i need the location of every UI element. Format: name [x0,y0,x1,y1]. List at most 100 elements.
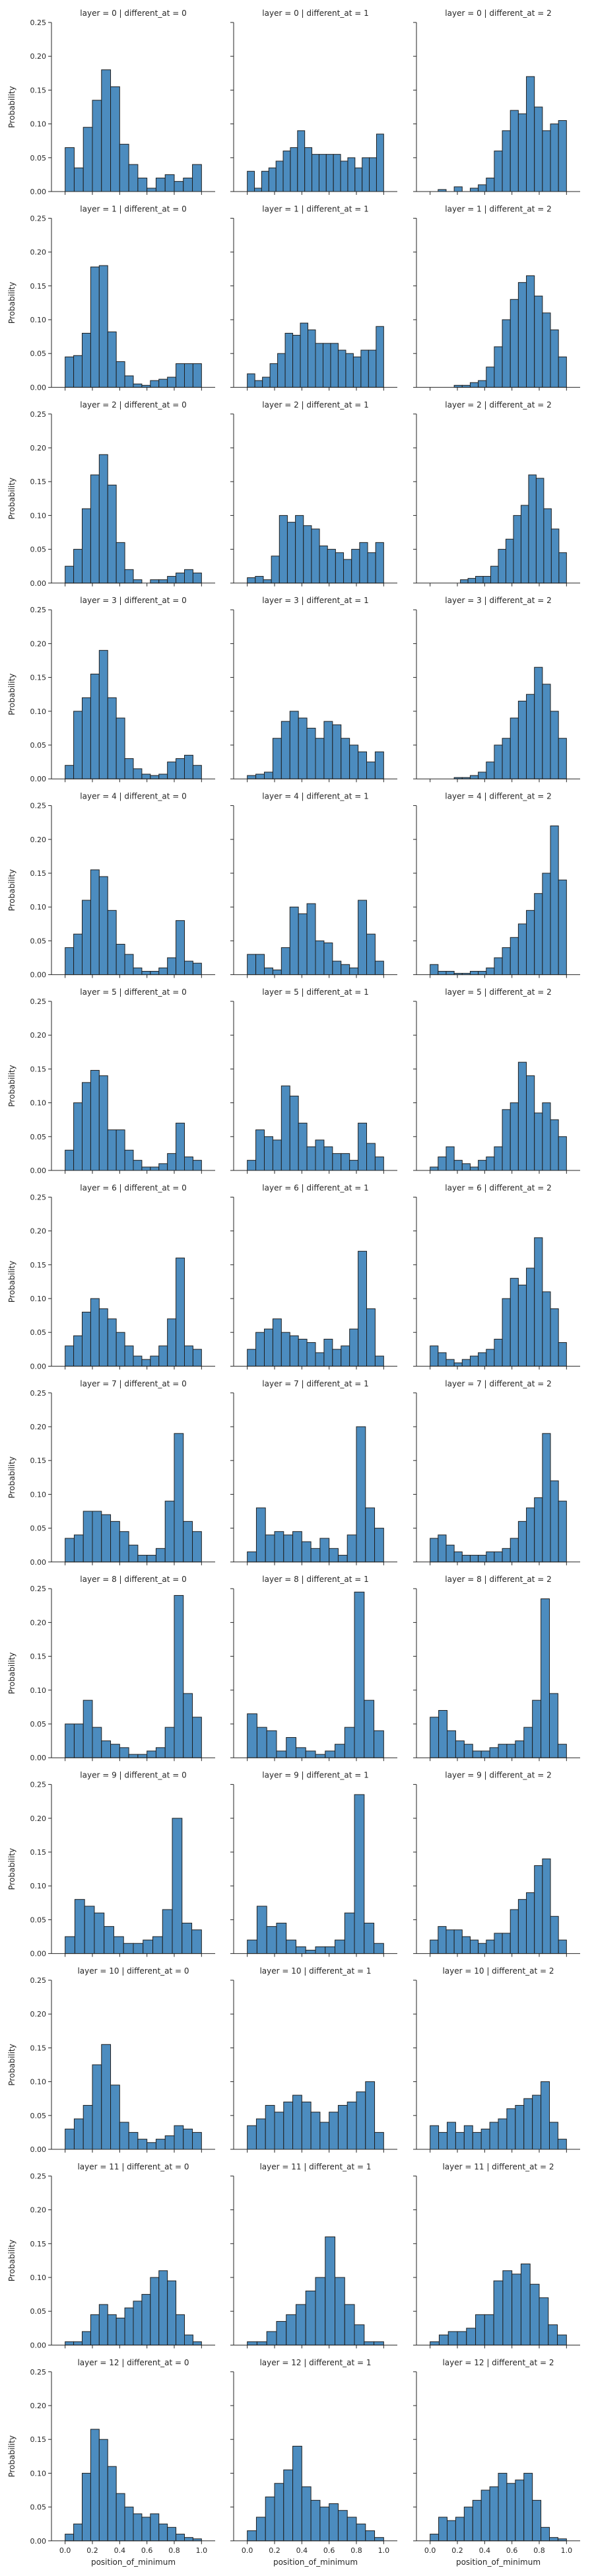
histogram-bar [315,940,325,976]
histogram-bar [298,717,308,779]
y-axis-label: Probability [7,1456,16,1498]
histogram-bar [255,2517,266,2542]
histogram-bar [265,1534,275,1563]
histogram-bar [124,758,134,779]
histogram-bar [92,1727,102,1758]
histogram-bar [283,2101,294,2150]
histogram-bar [341,964,350,976]
y-axis-label: Probability [7,2044,16,2085]
histogram-bar [306,903,316,976]
histogram-bar [183,1521,193,1563]
y-tick-label: 0.15 [30,2044,47,2052]
facet-title: layer = 6 | different_at = 2 [445,1183,551,1192]
facet-panel: layer = 4 | different_at = 0 0.00 0.05 0.10… [7,792,215,980]
histogram-bar [478,1160,487,1171]
histogram-bar [472,2499,482,2542]
histogram-bar [447,1730,456,1758]
histogram-bar [502,1548,511,1563]
histogram-bar [532,1699,542,1758]
histogram-bar [301,2101,312,2150]
histogram-bar [150,579,160,584]
x-tick-label: 0.0 [59,2546,71,2555]
y-tick-label: 0.00 [30,775,47,783]
histogram-bar [337,349,346,388]
y-tick-label: 0.05 [30,2112,47,2120]
histogram-bar [478,1352,487,1367]
histogram-bar [469,1939,479,1954]
histogram-bar [335,2277,345,2345]
histogram-bar [517,923,527,976]
histogram-bar [82,2331,91,2345]
histogram-bar [298,913,308,976]
histogram-bar [517,700,527,779]
histogram-bar [446,970,455,976]
histogram-bar [98,2304,108,2345]
histogram-bar [550,528,560,584]
histogram-bar [461,1359,471,1367]
histogram-bar [502,1109,511,1171]
histogram-bar [247,170,255,192]
histogram-bar [558,1342,567,1367]
histogram-bar [346,2101,357,2150]
histogram-bar [176,1122,185,1171]
y-tick-label: 0.05 [30,741,47,750]
histogram-bar [329,1548,339,1563]
histogram-bar [461,1555,471,1563]
histogram-bar [176,1258,185,1367]
histogram-bar [510,299,519,388]
histogram-bar [128,164,139,192]
histogram-bar [247,1160,257,1171]
y-tick-label: 0.05 [30,937,47,945]
histogram-bar [65,356,75,388]
facet-panel: layer = 5 | different_at = 0 0.00 0.05 0.10… [7,987,215,1175]
histogram-bar [158,579,168,584]
histogram-bar [369,157,377,192]
histogram-bar [478,184,487,192]
histogram-bar [517,1285,527,1367]
histogram-bar [128,2131,139,2150]
histogram-bar [478,1943,487,1954]
histogram-bar [534,1497,543,1563]
x-tick-label: 0.2 [451,2546,463,2555]
histogram-bar [337,2104,348,2150]
y-tick-label: 0.10 [30,1882,47,1890]
y-tick-label: 0.00 [30,1558,47,1567]
histogram-bar [520,2264,531,2345]
facet-panel: layer = 7 | different_at = 0 0.00 0.05 0.10… [7,1379,215,1567]
histogram-bar [65,565,75,584]
histogram-bar [141,1359,151,1367]
histogram-bar [284,332,294,388]
histogram-bar [119,143,129,192]
histogram-bar [319,1538,330,1563]
histogram-bar [167,1318,177,1367]
histogram-bar [322,343,331,388]
histogram-bar [493,2280,504,2345]
histogram-bar [82,1311,91,1367]
histogram-bar [264,1136,273,1171]
y-tick-label: 0.25 [30,606,47,614]
histogram-bar [356,1426,366,1563]
histogram-bar [82,1082,91,1171]
facet-panel: layer = 3 | different_at = 0 0.00 0.05 0.10… [7,596,215,783]
histogram-bar [65,1936,75,1954]
histogram-bar [515,2480,525,2542]
x-tick-label: 0.2 [269,2546,280,2555]
histogram-bar [305,2290,316,2345]
histogram-bar [176,363,185,388]
histogram-bar [247,373,255,388]
histogram-bar [430,964,439,976]
y-tick-label: 0.10 [30,1686,47,1695]
histogram-bar [90,474,100,584]
histogram-bar [319,2122,330,2150]
histogram-bar [332,1153,342,1171]
histogram-bar [469,188,479,192]
y-tick-label: 0.25 [30,1781,47,1789]
y-tick-label: 0.25 [30,214,47,223]
histogram-bar [315,1754,326,1758]
histogram-bar [174,2125,184,2150]
y-tick-label: 0.10 [30,2078,47,2087]
histogram-bar [312,154,319,192]
y-tick-label: 0.00 [30,383,47,392]
histogram-bar [124,954,134,976]
histogram-bar [304,147,313,192]
